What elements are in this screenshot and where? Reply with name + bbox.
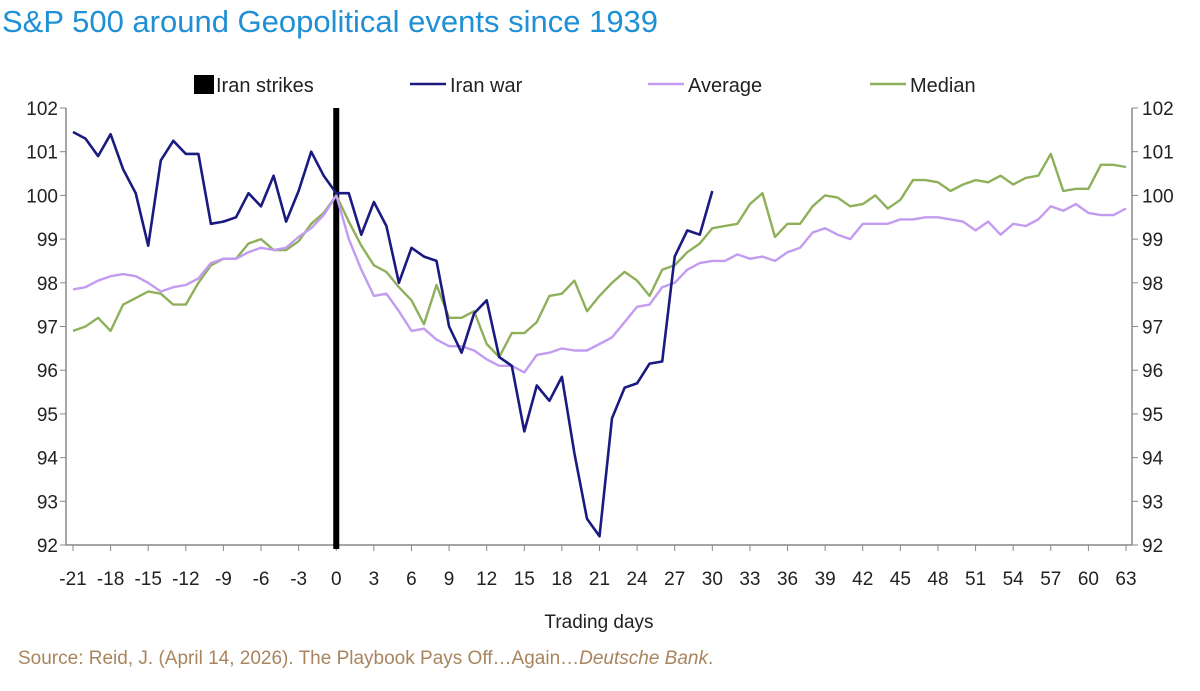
y-tick-label-right: 102 — [1142, 99, 1174, 120]
source-publisher: Deutsche Bank — [579, 648, 708, 669]
y-tick-label-left: 100 — [26, 186, 58, 207]
x-tick-label: 0 — [331, 569, 342, 590]
x-tick-label: 36 — [777, 569, 798, 590]
y-tick-label-right: 93 — [1142, 492, 1163, 513]
x-tick-label: 48 — [927, 569, 948, 590]
y-tick-label-left: 97 — [37, 318, 58, 339]
x-tick-label: 63 — [1115, 569, 1136, 590]
y-tick-label-left: 96 — [37, 361, 58, 382]
y-tick-label-right: 99 — [1142, 230, 1163, 251]
series-line-iran-war — [72, 130, 714, 538]
source-note: Source: Reid, J. (April 14, 2026). The P… — [18, 648, 713, 670]
y-tick-label-right: 95 — [1142, 405, 1163, 426]
x-tick-label: -6 — [253, 569, 270, 590]
x-tick-label: 3 — [369, 569, 380, 590]
legend-swatch-event — [194, 75, 214, 94]
y-tick-label-right: 97 — [1142, 318, 1163, 339]
y-tick-label-right: 96 — [1142, 361, 1163, 382]
series-line-median — [72, 152, 1127, 359]
x-axis-label: Trading days — [544, 612, 653, 633]
legend-label-average: Average — [688, 75, 762, 97]
x-tick-label: 45 — [890, 569, 911, 590]
x-tick-label: 51 — [965, 569, 986, 590]
legend-label-event: Iran strikes — [216, 75, 314, 97]
x-tick-label: -3 — [290, 569, 307, 590]
y-tick-label-left: 95 — [37, 405, 58, 426]
y-tick-label-left: 102 — [26, 99, 58, 120]
x-tick-label: 9 — [444, 569, 455, 590]
chart-title: S&P 500 around Geopolitical events since… — [2, 4, 659, 39]
y-tick-label-right: 94 — [1142, 449, 1164, 470]
x-tick-label: 39 — [815, 569, 836, 590]
y-tick-label-left: 99 — [37, 230, 58, 251]
x-tick-label: 42 — [852, 569, 873, 590]
x-tick-label: 24 — [627, 569, 649, 590]
x-tick-label: -21 — [59, 569, 86, 590]
x-tick-label: 18 — [551, 569, 572, 590]
y-tick-label-right: 101 — [1142, 143, 1174, 164]
x-tick-label: -15 — [134, 569, 161, 590]
y-tick-label-left: 94 — [37, 449, 59, 470]
x-tick-label: 12 — [476, 569, 497, 590]
series-line-average — [72, 194, 1127, 374]
y-tick-label-right: 98 — [1142, 274, 1163, 295]
y-tick-label-right: 92 — [1142, 536, 1163, 557]
x-tick-label: 27 — [664, 569, 685, 590]
x-tick-label: 60 — [1078, 569, 1099, 590]
y-tick-label-left: 92 — [37, 536, 58, 557]
x-tick-label: 30 — [702, 569, 723, 590]
source-suffix: . — [708, 648, 714, 669]
y-tick-label-right: 100 — [1142, 186, 1174, 207]
y-tick-label-left: 101 — [26, 143, 58, 164]
x-tick-label: -18 — [97, 569, 124, 590]
x-tick-label: 6 — [406, 569, 417, 590]
x-tick-label: 33 — [739, 569, 760, 590]
legend-label-iran-war: Iran war — [450, 75, 523, 97]
x-tick-label: 15 — [514, 569, 535, 590]
x-tick-label: -9 — [215, 569, 232, 590]
x-tick-label: 21 — [589, 569, 610, 590]
source-text: Source: Reid, J. (April 14, 2026). The P… — [18, 648, 580, 669]
x-tick-label: 57 — [1040, 569, 1061, 590]
legend-label-median: Median — [910, 75, 976, 97]
y-tick-label-left: 93 — [37, 492, 58, 513]
x-tick-label: -12 — [172, 569, 199, 590]
y-tick-label-left: 98 — [37, 274, 58, 295]
x-tick-label: 54 — [1003, 569, 1025, 590]
